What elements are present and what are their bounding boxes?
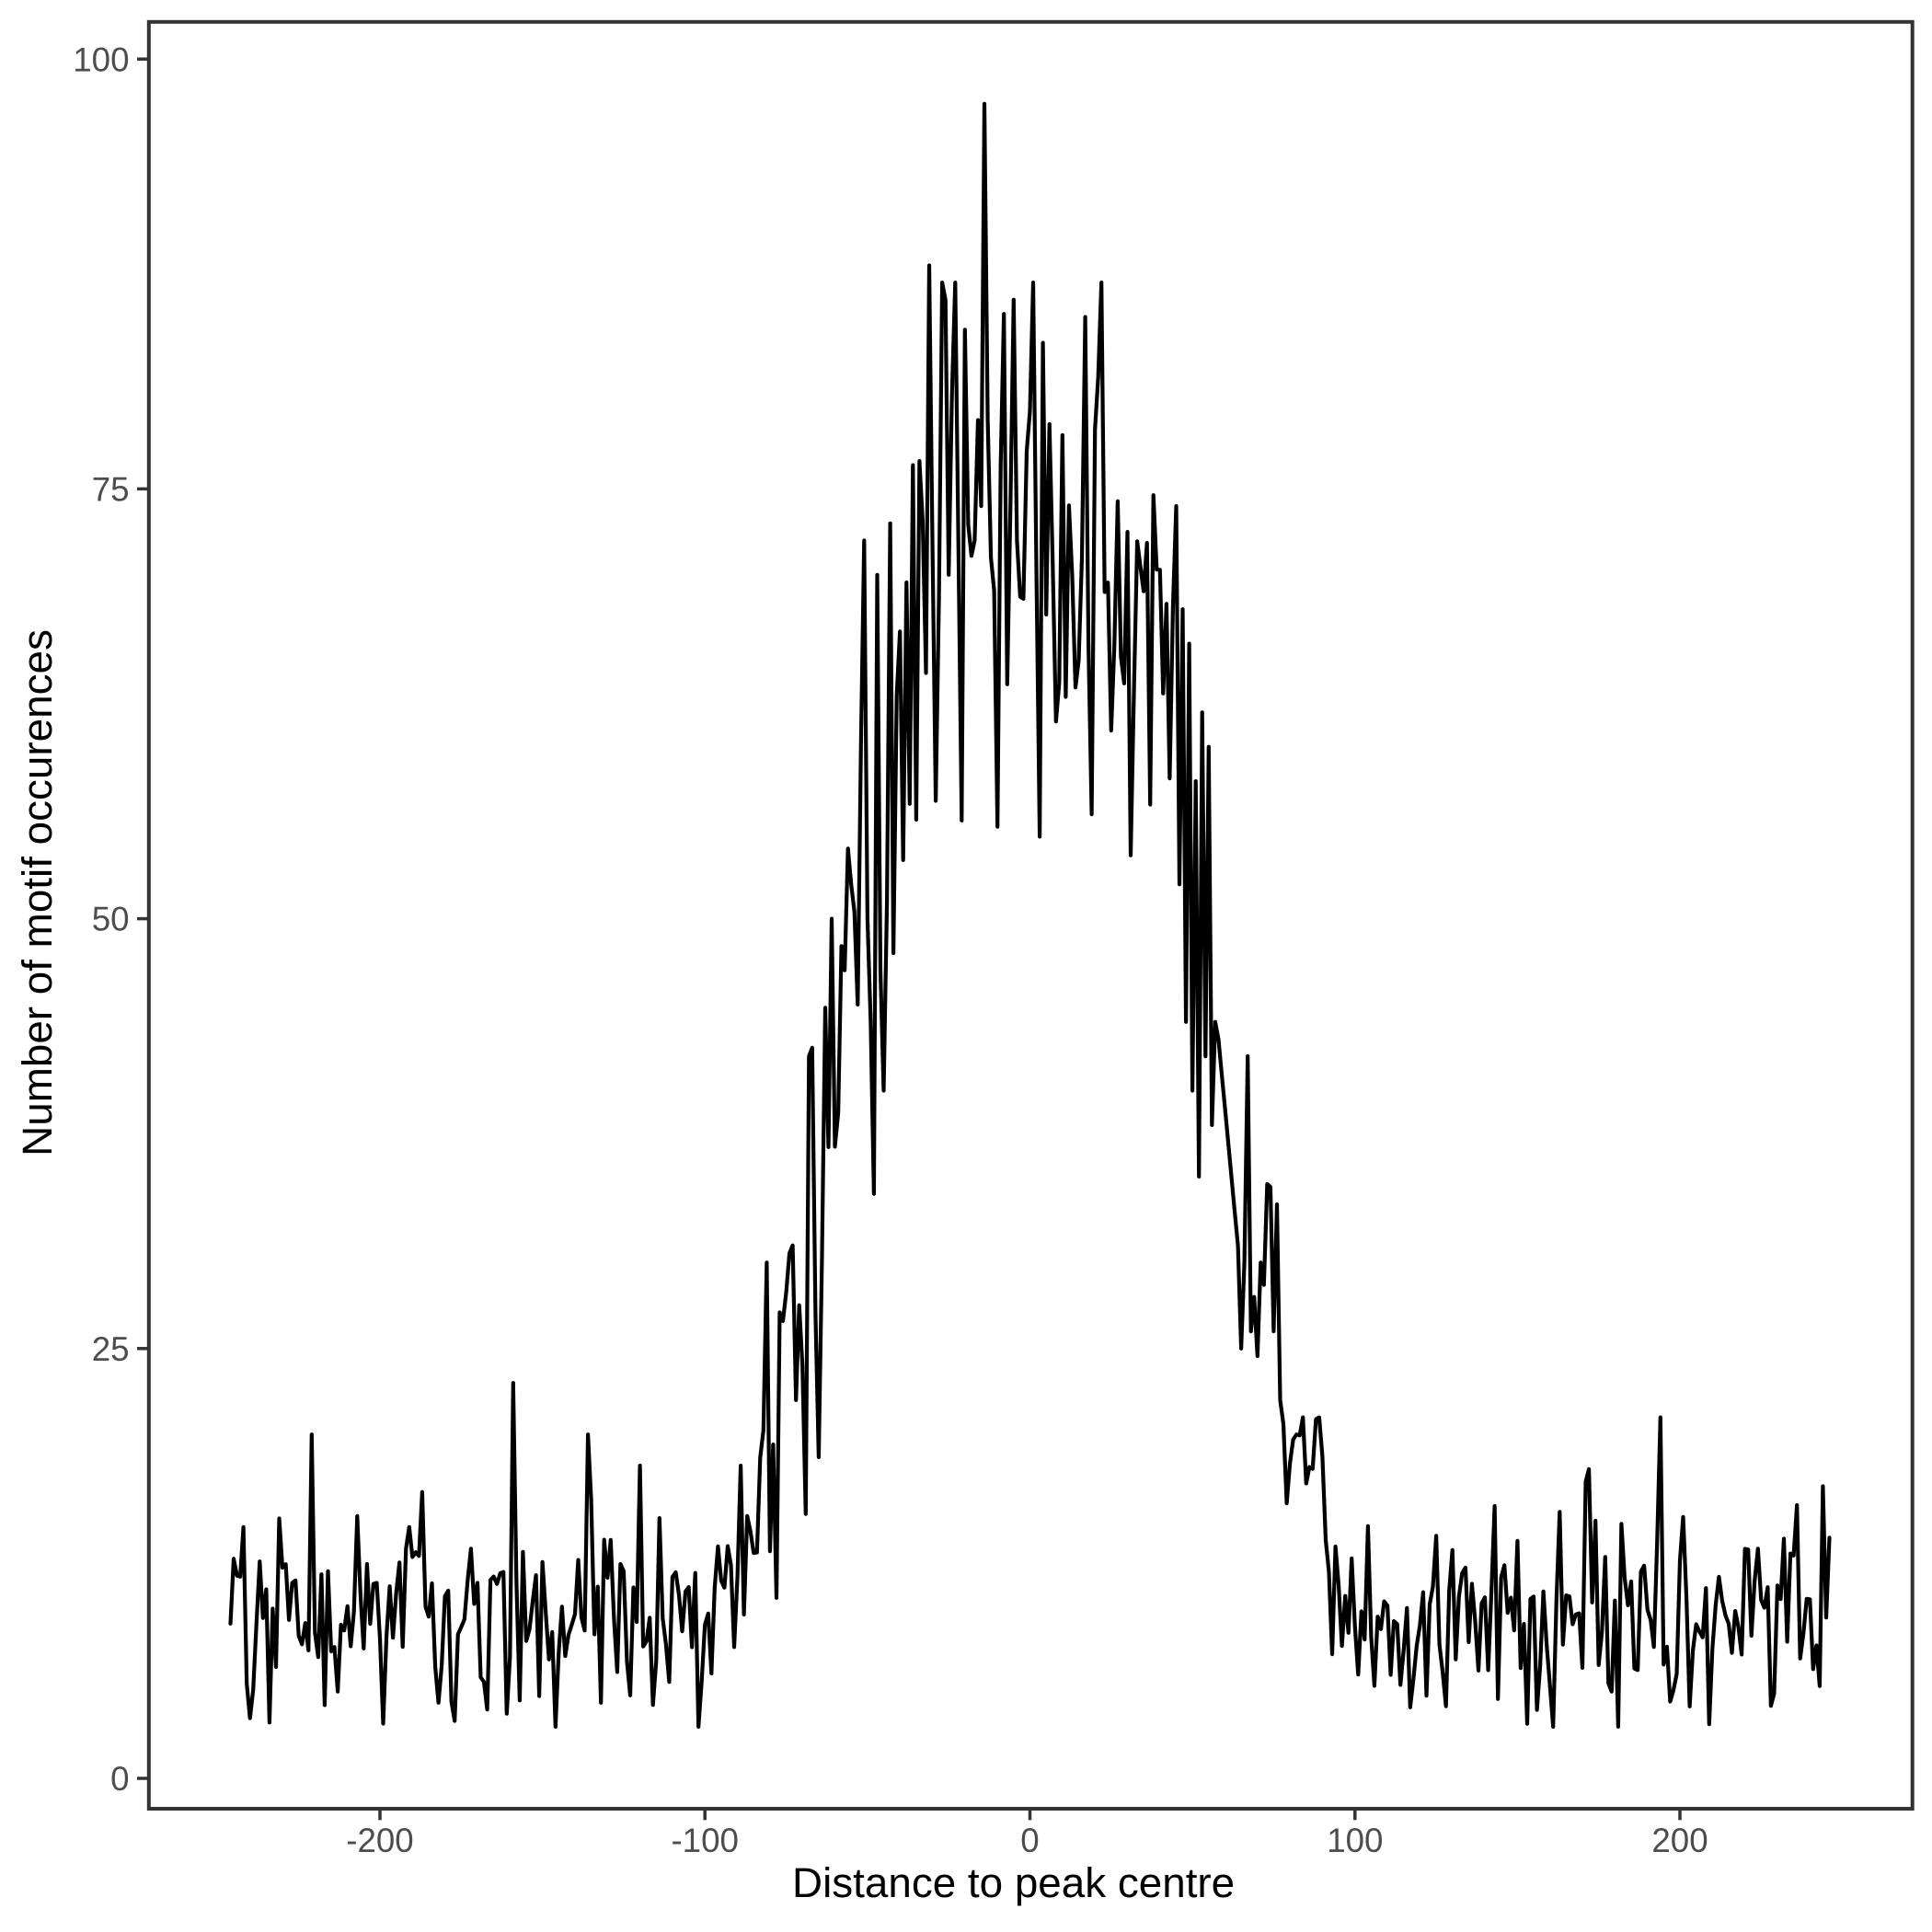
svg-text:-100: -100: [671, 1822, 738, 1859]
svg-text:0: 0: [1020, 1822, 1039, 1859]
svg-text:200: 200: [1651, 1822, 1708, 1859]
svg-text:100: 100: [73, 40, 129, 78]
svg-text:Number of motif occurences: Number of motif occurences: [14, 629, 61, 1156]
svg-text:Distance to peak centre: Distance to peak centre: [792, 1859, 1235, 1906]
svg-text:50: 50: [92, 901, 130, 938]
svg-text:75: 75: [92, 471, 130, 509]
svg-text:100: 100: [1327, 1822, 1383, 1859]
svg-text:-200: -200: [346, 1822, 413, 1859]
svg-text:25: 25: [92, 1330, 130, 1368]
svg-text:0: 0: [110, 1760, 129, 1798]
